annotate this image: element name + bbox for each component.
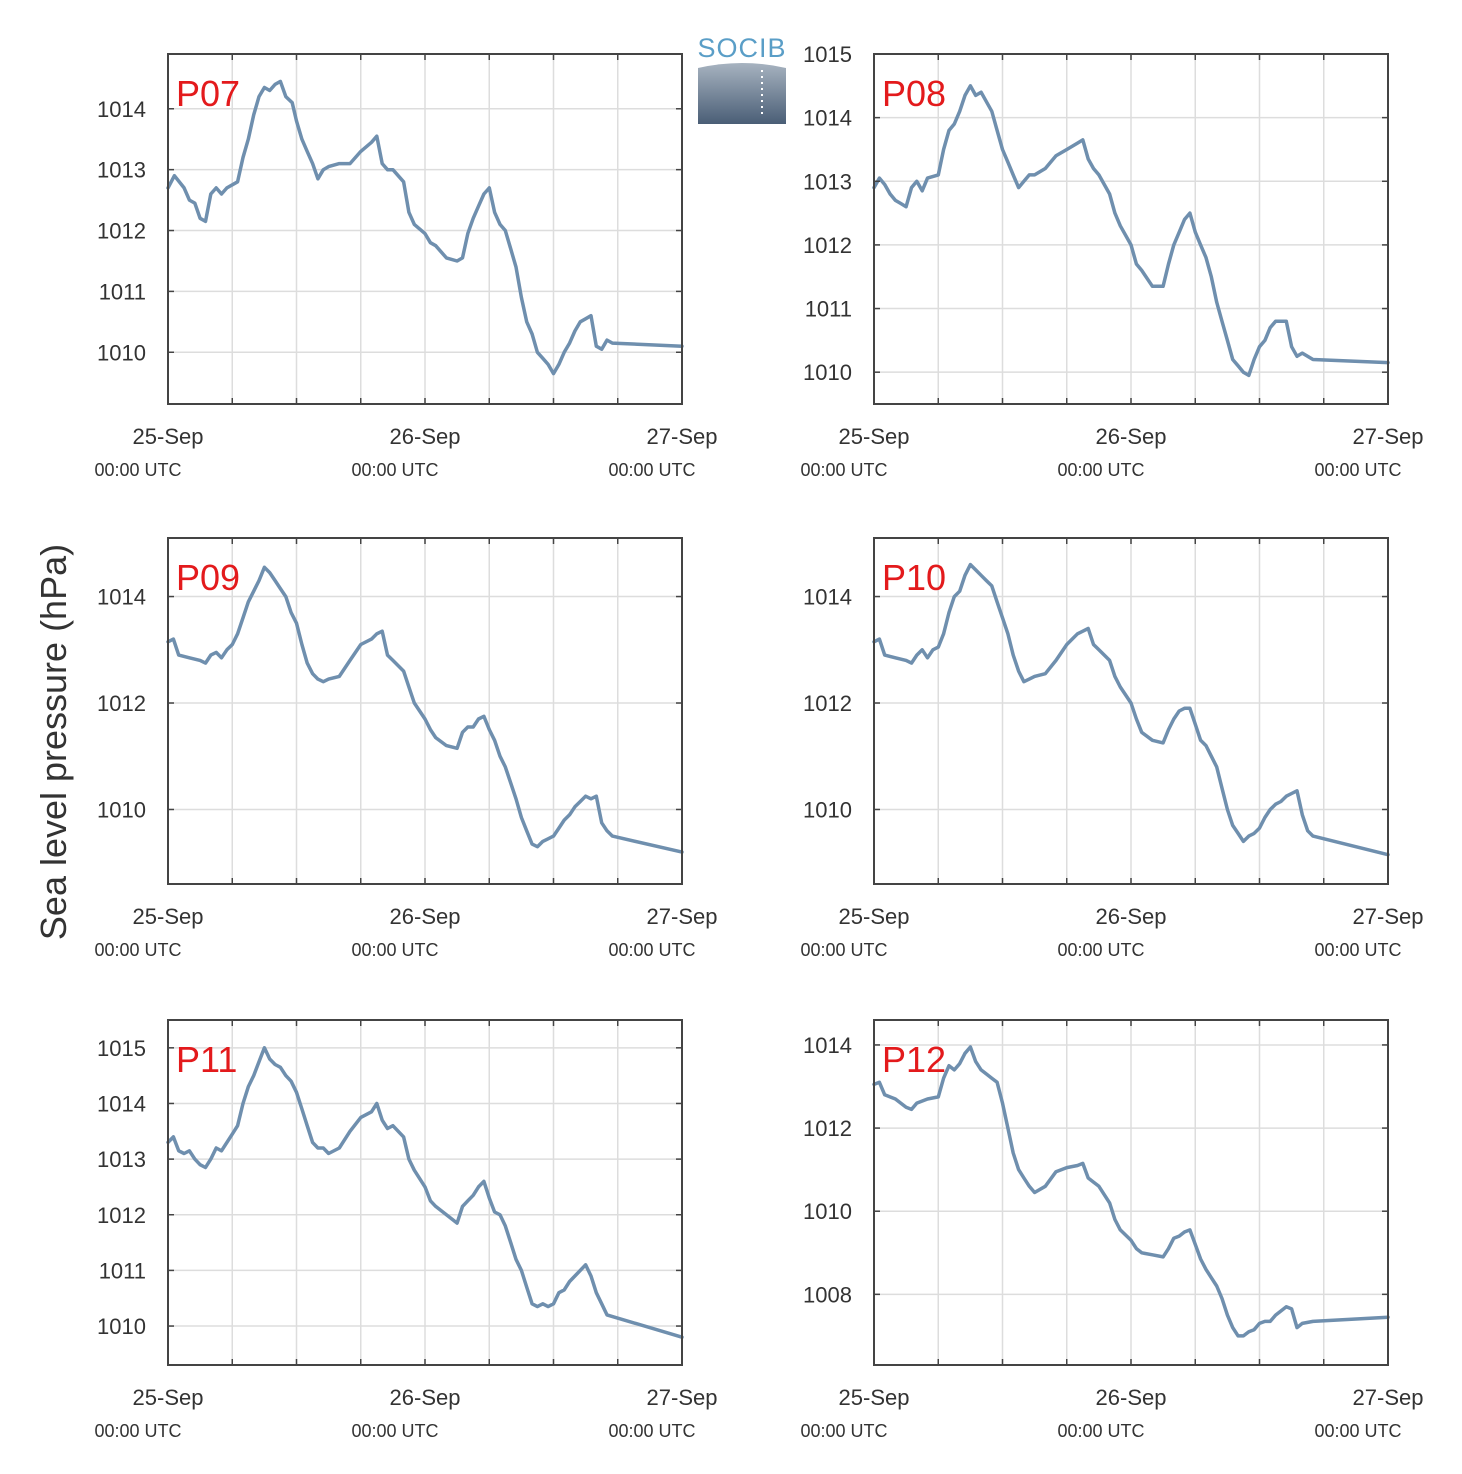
chart-panel-p07: 1010 1011 1012 1013 1014 25-Sep 00:00 UTC 26-Se… [94, 53, 718, 480]
y-tick-label: 1008 [803, 1282, 852, 1307]
x-tick-label-time: 00:00 UTC [1057, 1421, 1144, 1441]
x-tick-label-date: 25-Sep [839, 424, 910, 449]
x-tick-label-date: 25-Sep [133, 904, 204, 929]
y-tick-label: 1011 [99, 1258, 146, 1283]
y-tick-label: 1010 [97, 1314, 146, 1339]
x-tick-label-date: 27-Sep [647, 1385, 718, 1410]
y-tick-label: 1013 [97, 158, 146, 183]
y-tick-label: 1014 [97, 97, 146, 122]
x-tick-label-time: 00:00 UTC [608, 940, 695, 960]
x-tick-label-date: 27-Sep [647, 904, 718, 929]
y-tick-label: 1010 [803, 1199, 852, 1224]
x-tick-label-time: 00:00 UTC [1057, 940, 1144, 960]
y-tick-label: 1014 [97, 1091, 146, 1116]
y-tick-label: 1012 [97, 219, 146, 244]
pressure-series-line [872, 1045, 1390, 1338]
y-tick-label: 1010 [803, 797, 852, 822]
panel-label: P08 [882, 73, 946, 114]
x-tick-label-date: 26-Sep [390, 424, 461, 449]
y-tick-label: 1010 [97, 340, 146, 365]
panel-label: P07 [176, 73, 240, 114]
panel-label: P10 [882, 557, 946, 598]
y-tick-label: 1012 [803, 691, 852, 716]
pressure-series-line [872, 562, 1390, 857]
x-tick-label-date: 25-Sep [133, 424, 204, 449]
x-tick-label-date: 26-Sep [390, 1385, 461, 1410]
x-tick-label-date: 26-Sep [1096, 424, 1167, 449]
x-tick-label-time: 00:00 UTC [800, 460, 887, 480]
x-tick-label-date: 25-Sep [839, 904, 910, 929]
y-tick-label: 1014 [803, 1033, 852, 1058]
y-tick-label: 1014 [803, 585, 852, 610]
x-tick-label-time: 00:00 UTC [94, 1421, 181, 1441]
x-tick-label-time: 00:00 UTC [608, 1421, 695, 1441]
chart-panel-p09: 1010 1012 1014 25-Sep 00:00 UTC 26-Sep 00:00 U… [94, 537, 718, 960]
socib-logo: SOCIB [697, 33, 786, 124]
y-tick-label: 1015 [97, 1036, 146, 1061]
y-tick-label: 1012 [803, 233, 852, 258]
chart-panel-p11: 1010 1011 1012 1013 1014 1015 25-Sep 00:00 UTC 2… [94, 1019, 718, 1441]
x-tick-label-time: 00:00 UTC [94, 940, 181, 960]
x-tick-label-date: 27-Sep [1353, 904, 1424, 929]
x-tick-label-date: 26-Sep [1096, 1385, 1167, 1410]
x-tick-label-time: 00:00 UTC [1314, 460, 1401, 480]
logo-text: SOCIB [697, 33, 786, 63]
y-tick-label: 1012 [97, 1203, 146, 1228]
x-tick-label-time: 00:00 UTC [94, 460, 181, 480]
chart-panels: 1010 1011 1012 1013 1014 25-Sep 00:00 UTC 26-Se… [94, 42, 1423, 1441]
x-tick-label-time: 00:00 UTC [1057, 460, 1144, 480]
x-tick-label-date: 27-Sep [647, 424, 718, 449]
y-tick-label: 1011 [805, 297, 852, 322]
pressure-series-line [872, 84, 1390, 378]
y-tick-label: 1013 [97, 1147, 146, 1172]
y-tick-label: 1013 [803, 169, 852, 194]
x-tick-label-time: 00:00 UTC [1314, 940, 1401, 960]
x-tick-label-date: 27-Sep [1353, 1385, 1424, 1410]
x-tick-label-time: 00:00 UTC [351, 940, 438, 960]
x-tick-label-date: 26-Sep [390, 904, 461, 929]
y-axis-label: Sea level pressure (hPa) [33, 544, 74, 940]
panel-label: P09 [176, 557, 240, 598]
x-tick-label-date: 25-Sep [133, 1385, 204, 1410]
x-tick-label-time: 00:00 UTC [800, 940, 887, 960]
pressure-series-line [166, 565, 684, 854]
x-tick-label-time: 00:00 UTC [800, 1421, 887, 1441]
x-tick-label-time: 00:00 UTC [608, 460, 695, 480]
panel-label: P12 [882, 1039, 946, 1080]
x-tick-label-date: 25-Sep [839, 1385, 910, 1410]
x-tick-label-time: 00:00 UTC [351, 460, 438, 480]
y-tick-label: 1010 [803, 360, 852, 385]
y-tick-label: 1012 [803, 1116, 852, 1141]
y-tick-label: 1014 [803, 106, 852, 131]
chart-panel-p08: 1010 1011 1012 1013 1014 1015 25-Sep 00:00 UTC 2… [800, 42, 1423, 480]
chart-panel-p12: 1008 1010 1012 1014 25-Sep 00:00 UTC 26-Sep 00:… [800, 1019, 1424, 1441]
panel-label: P11 [176, 1039, 237, 1080]
x-tick-label-date: 27-Sep [1353, 424, 1424, 449]
chart-panel-p10: 1010 1012 1014 25-Sep 00:00 UTC 26-Sep 00:00 U… [800, 537, 1424, 960]
logo-wave-shape [698, 63, 786, 124]
y-tick-label: 1015 [803, 42, 852, 67]
x-tick-label-date: 26-Sep [1096, 904, 1167, 929]
x-tick-label-time: 00:00 UTC [351, 1421, 438, 1441]
y-tick-label: 1014 [97, 585, 146, 610]
y-tick-label: 1010 [97, 797, 146, 822]
pressure-series-line [166, 1046, 684, 1339]
y-tick-label: 1011 [99, 279, 146, 304]
x-tick-label-time: 00:00 UTC [1314, 1421, 1401, 1441]
pressure-series-line [166, 79, 684, 376]
y-tick-label: 1012 [97, 691, 146, 716]
